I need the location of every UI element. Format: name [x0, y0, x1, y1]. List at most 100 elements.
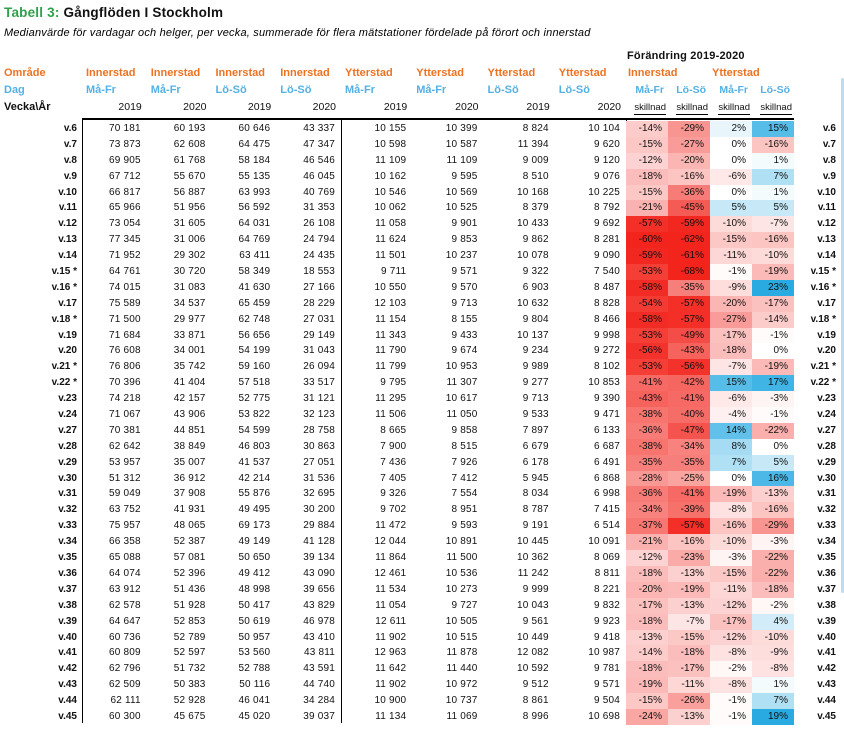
value-cell: 11 069 — [446, 710, 478, 722]
value-cell: 10 062 — [374, 202, 407, 214]
table-row: v.37 63 912 51 436 48 998 39 656 11 534 10 273… — [0, 581, 844, 598]
value-cell: 11 902 — [375, 679, 407, 691]
value-cell: 63 993 — [238, 186, 271, 198]
change-cell: 7% — [752, 168, 794, 185]
value-cell: 64 761 — [108, 266, 141, 278]
value-cell: 10 273 — [445, 583, 478, 595]
value-cell: 71 952 — [108, 250, 141, 262]
year-col-header: 2020 — [597, 101, 621, 113]
change-cell: -6% — [710, 391, 752, 408]
value-cell: 7 897 — [522, 424, 549, 436]
value-cell: 10 237 — [445, 250, 478, 262]
change-cell: 0% — [752, 438, 794, 455]
change-cell: -8% — [710, 645, 752, 662]
table-row: v.12 73 054 31 605 64 031 26 108 11 058 9 901 1… — [0, 216, 844, 233]
table-vertical-divider — [81, 118, 83, 723]
change-group-innerstad: Innerstad — [628, 67, 678, 79]
week-label-right: v.12 — [817, 218, 836, 230]
value-cell: 8 221 — [593, 583, 620, 595]
change-cell: -19% — [752, 264, 794, 280]
change-cell: -15% — [710, 232, 752, 249]
value-cell: 7 436 — [380, 456, 407, 468]
area-col-header: Innerstad — [215, 67, 266, 79]
value-cell: 41 537 — [238, 456, 271, 468]
scrollbar-thumb[interactable] — [840, 78, 844, 593]
change-cell: -20% — [710, 295, 752, 312]
table-row: v.24 71 067 43 906 53 822 32 123 11 506 11 050… — [0, 407, 844, 423]
week-label-right: v.10 — [817, 186, 836, 198]
value-cell: 7 412 — [451, 472, 478, 484]
change-cell: -12% — [626, 550, 668, 566]
value-cell: 51 312 — [108, 472, 141, 484]
area-col-header: Innerstad — [280, 67, 330, 79]
change-cell: -36% — [668, 184, 710, 201]
value-cell: 31 083 — [173, 281, 206, 293]
value-cell: 9 571 — [593, 679, 620, 691]
value-cell: 60 193 — [173, 123, 206, 134]
change-cell: -45% — [668, 200, 710, 217]
value-cell: 50 957 — [238, 631, 271, 643]
change-cell: -35% — [668, 279, 710, 296]
value-cell: 48 065 — [173, 520, 206, 532]
change-cell: -42% — [668, 375, 710, 392]
table-row: v.42 62 796 51 732 52 788 43 591 11 642 11 440… — [0, 661, 844, 678]
change-cell: -19% — [668, 581, 710, 598]
table-row: v.28 62 642 38 849 46 803 30 863 7 900 8 515 6 … — [0, 438, 844, 455]
change-cell: 7% — [752, 693, 794, 709]
change-cell: -1% — [710, 693, 752, 709]
value-cell: 74 015 — [108, 281, 141, 293]
value-cell: 71 500 — [108, 313, 141, 325]
change-cell: 0% — [710, 184, 752, 201]
week-label-right: v.8 — [822, 154, 836, 166]
change-cell: -57% — [668, 295, 710, 312]
change-cell: -10% — [752, 629, 794, 646]
value-cell: 7 926 — [451, 456, 478, 468]
value-cell: 9 832 — [593, 599, 620, 611]
value-cell: 46 045 — [303, 170, 335, 182]
week-label-right: v.21 * — [810, 361, 836, 373]
week-label-right: v.28 — [817, 440, 836, 452]
week-label-left: v.32 — [58, 504, 77, 516]
change-cell: -54% — [626, 295, 668, 312]
change-cell: -17% — [668, 661, 710, 678]
value-cell: 35 742 — [173, 361, 206, 373]
value-cell: 10 550 — [374, 281, 407, 293]
change-cell: -59% — [626, 248, 668, 265]
change-cell: -15% — [626, 136, 668, 153]
value-cell: 30 863 — [303, 440, 335, 452]
table-row: v.6 70 181 60 193 60 646 43 337 10 155 10 399 8… — [0, 121, 844, 137]
value-cell: 34 537 — [173, 297, 206, 309]
value-cell: 10 104 — [588, 123, 620, 134]
value-cell: 11 134 — [375, 710, 407, 722]
value-cell: 42 214 — [238, 472, 271, 484]
value-cell: 8 515 — [451, 440, 478, 452]
value-cell: 10 569 — [445, 186, 478, 198]
value-cell: 10 043 — [516, 599, 549, 611]
change-cell: -56% — [626, 343, 668, 360]
value-cell: 9 781 — [593, 663, 620, 675]
change-cell: -43% — [626, 391, 668, 408]
change-cell: -22% — [752, 422, 794, 439]
value-cell: 48 998 — [238, 583, 271, 595]
value-cell: 10 078 — [516, 250, 549, 262]
change-cell: -57% — [626, 216, 668, 233]
change-cell: -11% — [668, 677, 710, 694]
change-cell: -36% — [626, 486, 668, 503]
value-cell: 50 619 — [238, 615, 271, 627]
value-cell: 10 155 — [374, 123, 407, 134]
value-cell: 39 037 — [303, 710, 335, 722]
value-cell: 9 570 — [451, 281, 478, 293]
value-cell: 76 806 — [108, 361, 141, 373]
table-row: v.13 77 345 31 006 64 769 24 794 11 624 9 853 9… — [0, 232, 844, 249]
value-cell: 10 587 — [445, 138, 478, 150]
value-cell: 8 828 — [593, 297, 620, 309]
value-cell: 41 128 — [303, 536, 335, 548]
year-col-header: 2020 — [312, 101, 336, 113]
value-cell: 71 067 — [108, 409, 141, 421]
table-row: v.8 69 905 61 768 58 184 46 546 11 109 11 109 9… — [0, 152, 844, 169]
value-cell: 6 133 — [593, 424, 620, 436]
change-cell: -36% — [626, 422, 668, 439]
area-col-header: Innerstad — [86, 67, 136, 79]
change-cell: -29% — [752, 518, 794, 535]
value-cell: 10 698 — [588, 710, 620, 722]
